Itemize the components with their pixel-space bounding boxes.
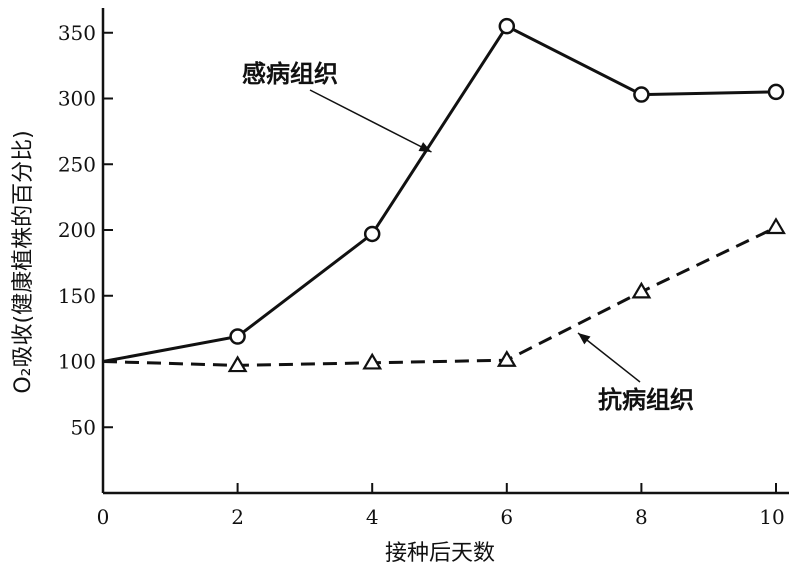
axes	[101, 8, 789, 495]
y-tick-label: 200	[58, 218, 96, 242]
series-line	[102, 226, 777, 367]
data-point	[363, 225, 381, 243]
data-point	[498, 17, 516, 35]
x-tick-label: 8	[635, 505, 648, 529]
series-2	[102, 217, 786, 373]
x-tick-label: 10	[759, 505, 784, 529]
data-point	[229, 328, 246, 345]
data-point	[767, 83, 785, 101]
series-layer	[102, 17, 786, 373]
data-point	[362, 352, 383, 370]
data-point	[496, 350, 517, 367]
arrowhead	[578, 333, 591, 345]
data-point	[766, 217, 786, 235]
x-tick-label: 6	[500, 505, 513, 529]
y-tick-label: 150	[58, 284, 96, 308]
data-point	[227, 355, 248, 373]
y-axis-label: O₂吸收(健康植株的百分比)	[11, 130, 36, 393]
y-axis-ticks: 50 100 150 200 250 300 350	[58, 21, 113, 439]
y-tick-label: 50	[71, 415, 96, 439]
x-tick-label: 4	[366, 505, 379, 529]
y-tick-label: 350	[58, 21, 96, 45]
leader-line	[577, 332, 641, 383]
y-tick-label: 100	[58, 350, 96, 374]
x-axis-ticks: 0 2 4 6 8 10	[97, 483, 785, 529]
y-tick-label: 300	[58, 87, 96, 111]
x-tick-label: 0	[97, 505, 110, 529]
series-line	[102, 24, 777, 363]
series-label-1: 感病组织	[242, 60, 338, 88]
series-label-2: 抗病组织	[598, 386, 694, 414]
arrowhead	[418, 142, 432, 152]
y-tick-label: 250	[58, 152, 96, 176]
data-point	[631, 281, 652, 299]
x-axis-label: 接种后天数	[385, 541, 495, 566]
series-1	[102, 17, 785, 363]
data-point	[633, 86, 650, 103]
x-tick-label: 2	[231, 505, 244, 529]
leader-line	[309, 89, 432, 153]
